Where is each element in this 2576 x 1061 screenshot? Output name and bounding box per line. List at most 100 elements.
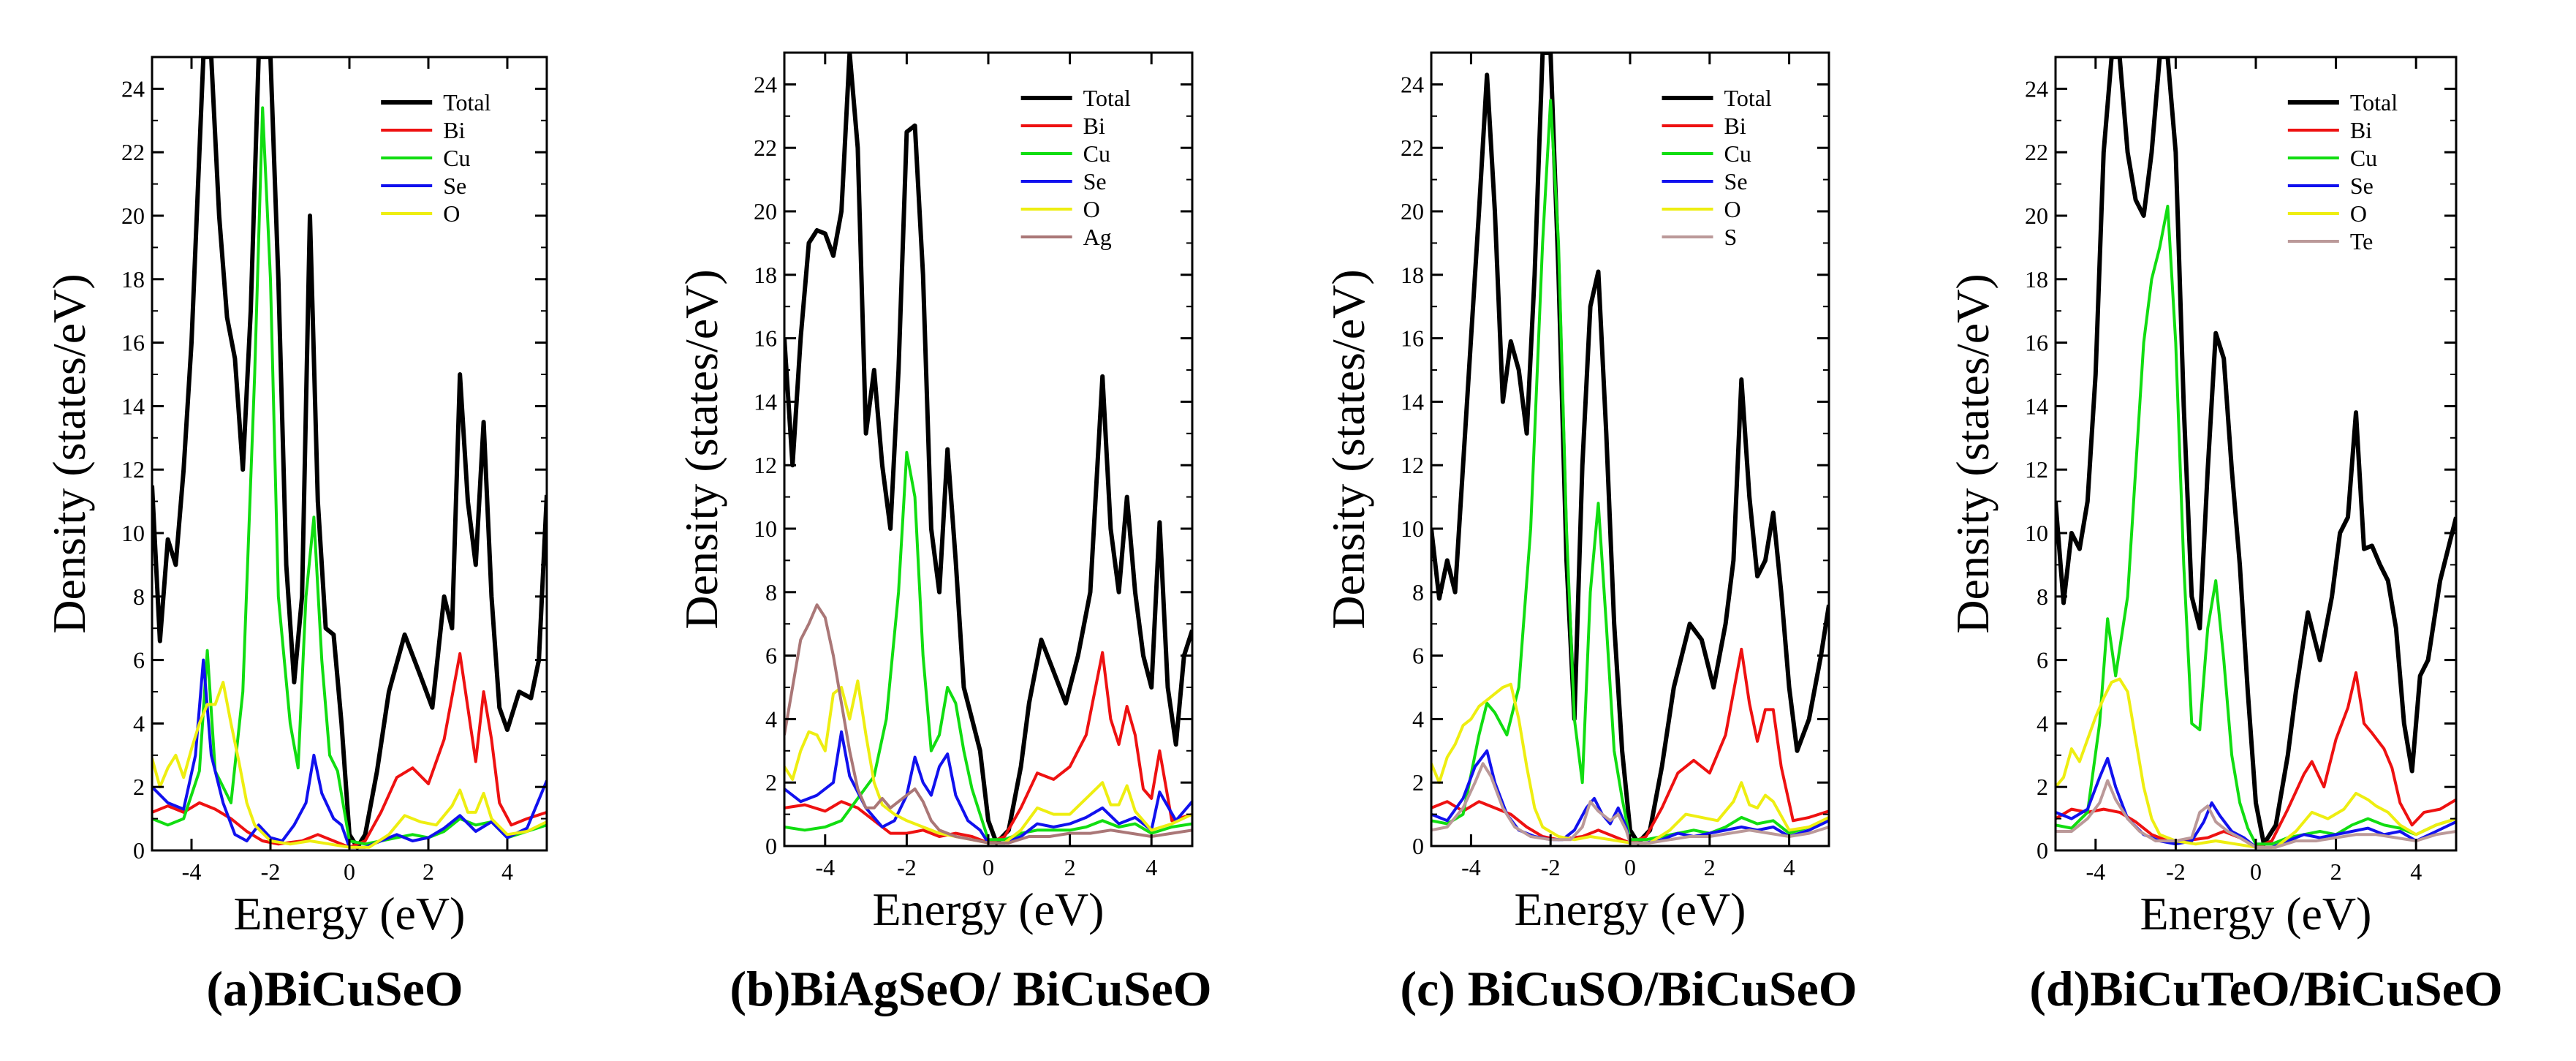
y-tick-label: 18 — [1401, 262, 1424, 288]
legend-label-o: O — [2350, 200, 2367, 227]
y-tick-label: 8 — [765, 579, 777, 605]
y-tick-label: 24 — [121, 75, 145, 102]
legend-label-cu: Cu — [1083, 140, 1110, 167]
legend-label-ag: Ag — [1083, 224, 1112, 250]
x-tick-label: 4 — [1784, 854, 1795, 880]
y-tick-label: 10 — [2025, 520, 2048, 546]
legend-label-s: S — [1724, 224, 1738, 250]
y-tick-label: 0 — [765, 833, 777, 859]
y-tick-label: 0 — [1412, 833, 1424, 859]
x-tick-label: 4 — [1145, 854, 1157, 880]
y-tick-label: 8 — [133, 584, 145, 610]
y-tick-label: 4 — [133, 710, 145, 736]
series-line-te — [2056, 779, 2456, 849]
legend-label-te: Te — [2350, 228, 2374, 254]
y-tick-label: 8 — [2037, 584, 2048, 610]
y-tick-label: 2 — [1412, 769, 1424, 796]
x-tick-label: -4 — [182, 858, 202, 885]
y-tick-label: 4 — [1412, 706, 1424, 732]
y-axis-label: Density (states/eV) — [1322, 269, 1374, 629]
series-line-se — [2056, 757, 2456, 849]
panel-caption: (c) BiCuSO/BiCuSeO — [1400, 961, 1857, 1016]
y-tick-label: 20 — [2025, 203, 2048, 229]
legend-label-cu: Cu — [443, 145, 470, 171]
series-line-se — [784, 730, 1192, 845]
series-group — [152, 57, 547, 850]
y-tick-label: 20 — [1401, 198, 1424, 224]
y-tick-label: 22 — [121, 139, 145, 165]
y-axis-label: Density (states/eV) — [43, 273, 95, 633]
y-tick-label: 14 — [754, 388, 777, 415]
y-tick-label: 2 — [2037, 774, 2048, 800]
y-tick-label: 10 — [754, 516, 777, 542]
legend-label-se: Se — [2350, 173, 2374, 199]
series-line-cu — [784, 450, 1192, 842]
series-line-ag — [784, 603, 1192, 845]
y-tick-label: 10 — [1401, 516, 1424, 542]
legend-label-total: Total — [1083, 85, 1131, 111]
series-group — [1431, 53, 1829, 845]
y-tick-label: 4 — [765, 706, 777, 732]
y-tick-label: 6 — [1412, 643, 1424, 669]
x-tick-label: 4 — [501, 858, 513, 885]
series-group — [784, 53, 1192, 845]
series-line-s — [1431, 762, 1829, 845]
y-tick-label: 0 — [133, 837, 145, 864]
x-tick-label: -4 — [815, 854, 835, 880]
y-tick-label: 6 — [2037, 647, 2048, 673]
y-tick-label: 16 — [1401, 325, 1424, 352]
series-line-bi — [152, 652, 547, 849]
x-tick-label: -4 — [1461, 854, 1481, 880]
series-line-total — [784, 53, 1192, 845]
legend-label-total: Total — [443, 89, 490, 116]
y-tick-label: 20 — [754, 198, 777, 224]
legend-label-cu: Cu — [1724, 140, 1751, 167]
y-tick-label: 12 — [1401, 452, 1424, 478]
series-line-cu — [2056, 205, 2456, 846]
y-tick-label: 10 — [121, 520, 145, 546]
x-tick-label: 2 — [1704, 854, 1716, 880]
series-line-total — [1431, 53, 1829, 845]
y-tick-label: 14 — [121, 393, 145, 419]
y-axis-label: Density (states/eV) — [675, 269, 727, 629]
legend-label-o: O — [1724, 196, 1741, 222]
y-tick-label: 12 — [2025, 456, 2048, 483]
x-axis-label: Energy (eV) — [873, 883, 1105, 935]
y-tick-label: 16 — [754, 325, 777, 352]
y-tick-label: 24 — [1401, 71, 1424, 97]
y-tick-label: 6 — [133, 647, 145, 673]
y-tick-label: 2 — [765, 769, 777, 796]
y-tick-label: 24 — [2025, 75, 2048, 102]
x-tick-label: -2 — [261, 858, 281, 885]
series-line-bi — [1431, 647, 1829, 845]
legend-label-se: Se — [443, 173, 466, 199]
y-tick-label: 0 — [2037, 837, 2048, 864]
x-tick-label: 2 — [1064, 854, 1076, 880]
y-axis-label: Density (states/eV) — [1947, 273, 1999, 633]
series-line-bi — [2056, 671, 2456, 849]
y-tick-label: 16 — [121, 330, 145, 356]
legend-label-bi: Bi — [443, 117, 465, 143]
series-line-cu — [1431, 99, 1829, 842]
x-tick-label: 4 — [2410, 858, 2422, 885]
series-line-total — [2056, 57, 2456, 847]
y-tick-label: 12 — [754, 452, 777, 478]
y-tick-label: 20 — [121, 203, 145, 229]
x-tick-label: -2 — [1541, 854, 1561, 880]
x-axis-label: Energy (eV) — [2140, 888, 2372, 940]
y-tick-label: 4 — [2037, 710, 2048, 736]
y-tick-label: 22 — [754, 135, 777, 161]
x-axis-label: Energy (eV) — [1515, 883, 1746, 935]
legend-label-bi: Bi — [1724, 113, 1746, 139]
y-tick-label: 16 — [2025, 330, 2048, 356]
y-tick-label: 12 — [121, 456, 145, 483]
y-tick-label: 18 — [754, 262, 777, 288]
legend-label-bi: Bi — [2350, 117, 2372, 143]
series-group — [2056, 57, 2456, 849]
